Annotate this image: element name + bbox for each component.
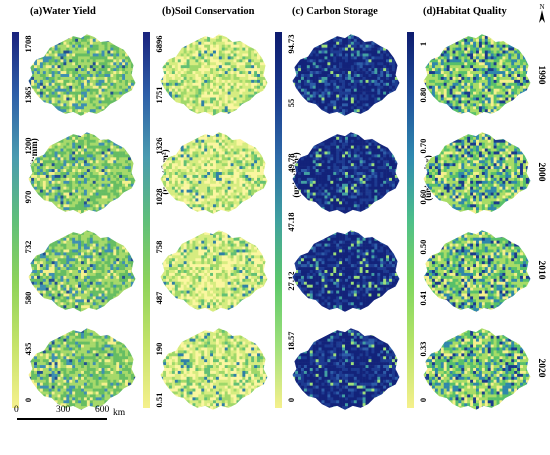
year-label-2010: 2010 <box>536 261 546 280</box>
scale-label-0: 0 <box>14 405 19 415</box>
habitat-quality-map-2020 <box>417 324 535 414</box>
panel-title-water-yield: (a)Water Yield <box>30 6 96 17</box>
scale-unit: km <box>113 408 125 418</box>
year-label-1990: 1990 <box>536 66 546 85</box>
carbon-storage-map-2010 <box>286 226 404 316</box>
water-yield-legend-bar <box>12 32 19 408</box>
water-yield-map-2020 <box>22 324 140 414</box>
water-yield-map-2000 <box>22 128 140 218</box>
north-label: N <box>539 3 544 11</box>
habitat-quality-map-2010 <box>417 226 535 316</box>
scale-label-300: 300 <box>56 405 70 415</box>
carbon-storage-map-2000 <box>286 128 404 218</box>
habitat-quality-map-2000 <box>417 128 535 218</box>
soil-conservation-map-2010 <box>154 226 272 316</box>
soil-conservation-legend-bar <box>143 32 150 408</box>
panel-title-habitat-quality: (d)Habitat Quality <box>423 6 507 17</box>
scale-label-600: 600 <box>95 405 109 415</box>
soil-conservation-map-2000 <box>154 128 272 218</box>
soil-conservation-map-1990 <box>154 30 272 120</box>
carbon-storage-map-1990 <box>286 30 404 120</box>
panel-title-soil-conservation: (b)Soil Conservation <box>162 6 254 17</box>
water-yield-map-1990 <box>22 30 140 120</box>
soil-conservation-map-2020 <box>154 324 272 414</box>
north-arrow-icon: N <box>536 2 548 24</box>
habitat-quality-map-1990 <box>417 30 535 120</box>
panel-title-carbon-storage: (c) Carbon Storage <box>292 6 378 17</box>
habitat-quality-legend-bar <box>407 32 414 408</box>
water-yield-map-2010 <box>22 226 140 316</box>
carbon-storage-legend-bar <box>275 32 282 408</box>
carbon-storage-map-2020 <box>286 324 404 414</box>
year-label-2020: 2020 <box>536 359 546 378</box>
scale-bar: 0 300 600 km <box>14 405 134 435</box>
year-label-2000: 2000 <box>536 163 546 182</box>
